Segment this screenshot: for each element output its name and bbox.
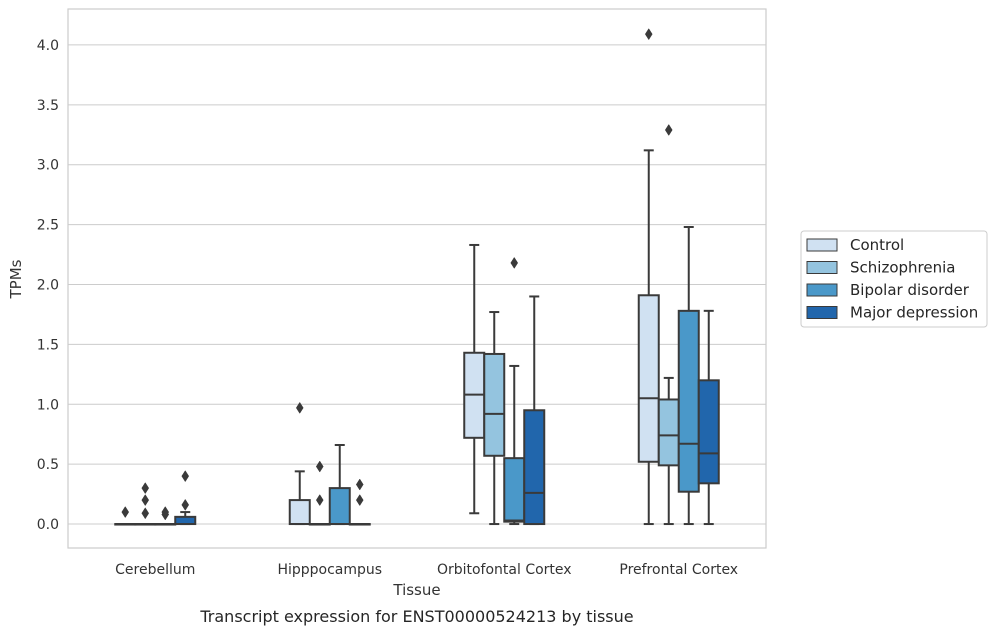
- y-tick-label: 1.5: [37, 337, 59, 353]
- outlier-point: [161, 506, 170, 519]
- plot-area-frame: [67, 8, 767, 549]
- legend-label: Major depression: [850, 304, 978, 322]
- x-tick-labels: Cerebellum Hipppocampus Orbitofontal Corte…: [115, 562, 738, 578]
- box-body: [483, 352, 506, 457]
- outlier-point: [181, 470, 190, 483]
- y-tick-label: 0.0: [37, 517, 59, 533]
- box-body: [328, 487, 351, 526]
- y-tick-label: 1.0: [37, 397, 59, 413]
- grid-lines: [68, 44, 766, 525]
- outlier-point: [121, 506, 130, 519]
- box-body: [657, 398, 680, 467]
- legend-label: Bipolar disorder: [850, 281, 970, 299]
- x-tick-label: Hipppocampus: [277, 562, 382, 578]
- box-major-depression: [174, 470, 197, 526]
- outlier-point: [295, 401, 304, 414]
- box-body: [174, 515, 197, 526]
- outlier-point: [315, 460, 324, 473]
- box-body: [637, 294, 660, 463]
- legend-swatch: [806, 261, 838, 274]
- x-axis-title: Tissue: [392, 581, 440, 599]
- chart-caption: Transcript expression for ENST0000052421…: [199, 607, 633, 626]
- legend-swatch: [806, 283, 838, 297]
- legend-swatch: [806, 238, 838, 252]
- box-control: [114, 506, 137, 526]
- box-control: [637, 28, 660, 526]
- box-schizophrenia: [134, 482, 157, 526]
- box-control: [463, 243, 486, 515]
- legend-frame: [800, 230, 988, 328]
- outlier-point: [141, 482, 150, 495]
- box-bipolar-disorder: [154, 506, 177, 526]
- y-tick-label: 3.5: [37, 98, 59, 114]
- box-major-depression: [523, 295, 546, 526]
- box-schizophrenia: [308, 460, 331, 526]
- y-tick-label: 2.5: [37, 218, 59, 234]
- boxes: [114, 28, 720, 526]
- y-tick-label: 4.0: [37, 38, 59, 54]
- box-bipolar-disorder: [328, 443, 351, 526]
- y-tick-labels: 0.0 0.5 1.0 1.5 2.0 2.5 3.0 3.5 4.0: [37, 38, 59, 533]
- outlier-point: [141, 494, 150, 507]
- box-bipolar-disorder: [677, 225, 700, 526]
- box-schizophrenia: [657, 124, 680, 526]
- box-control: [288, 401, 311, 526]
- outlier-point: [355, 494, 364, 507]
- legend: Control Schizophrenia Bipolar disorder Majo…: [800, 230, 988, 328]
- box-bipolar-disorder: [503, 256, 526, 526]
- legend-swatch: [806, 306, 838, 319]
- box-body: [677, 309, 700, 493]
- box-body: [697, 379, 720, 485]
- outlier-point: [644, 28, 653, 41]
- outlier-point: [141, 507, 150, 520]
- outlier-point: [510, 256, 519, 269]
- y-tick-label: 0.5: [37, 457, 59, 473]
- x-tick-label: Orbitofontal Cortex: [437, 562, 572, 578]
- outlier-point: [315, 494, 324, 507]
- x-tick-label: Prefrontal Cortex: [619, 562, 738, 578]
- y-axis-title: TPMs: [7, 259, 25, 299]
- legend-label: Control: [850, 236, 904, 254]
- box-schizophrenia: [483, 311, 506, 526]
- box-major-depression: [697, 309, 720, 526]
- y-tick-label: 2.0: [37, 277, 59, 293]
- outlier-point: [355, 478, 364, 491]
- legend-label: Schizophrenia: [850, 259, 955, 277]
- y-tick-label: 3.0: [37, 158, 59, 174]
- outlier-point: [664, 124, 673, 136]
- box-major-depression: [348, 478, 371, 526]
- box-body: [523, 409, 546, 526]
- x-tick-label: Cerebellum: [115, 562, 195, 578]
- box-body: [503, 457, 526, 523]
- box-body: [288, 499, 311, 526]
- outlier-point: [181, 498, 190, 511]
